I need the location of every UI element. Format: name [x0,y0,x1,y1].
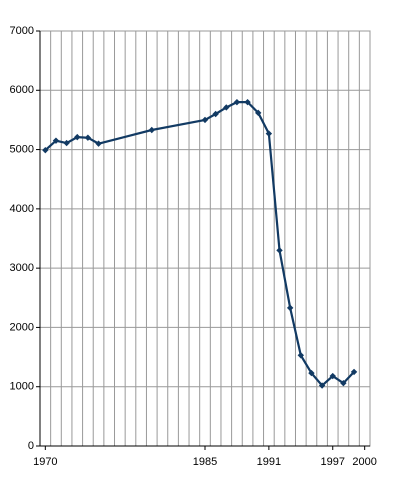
x-tick-label: 1985 [193,456,217,468]
point [297,352,305,359]
y-tick-label: 6000 [10,84,34,96]
point [318,382,326,389]
y-tick-label: 2000 [10,321,34,333]
point [276,247,283,254]
y-tick-label: 3000 [10,262,34,274]
point [329,372,336,380]
y-tick-label: 4000 [10,203,34,215]
point [265,130,273,137]
point [223,104,230,111]
x-tick-label: 1997 [320,456,344,468]
point [340,379,347,387]
point [233,98,241,106]
point [148,126,155,134]
point [52,137,60,144]
y-tick-label: 0 [28,440,34,452]
y-tick-label: 1000 [10,381,34,393]
point [308,369,315,377]
x-tick-label: 1970 [33,456,57,468]
point [74,133,81,141]
point [286,304,294,312]
x-tick-label: 2000 [352,456,376,468]
point [350,368,358,376]
point [84,134,92,141]
series-line [44,101,355,388]
point [201,116,209,124]
point [244,98,251,106]
x-tick-label: 1991 [257,456,281,468]
point [63,139,70,147]
point [212,110,219,118]
y-tick-label: 7000 [10,25,34,37]
point [95,140,102,147]
point [42,146,49,154]
point [255,109,262,117]
y-tick-label: 5000 [10,143,34,155]
